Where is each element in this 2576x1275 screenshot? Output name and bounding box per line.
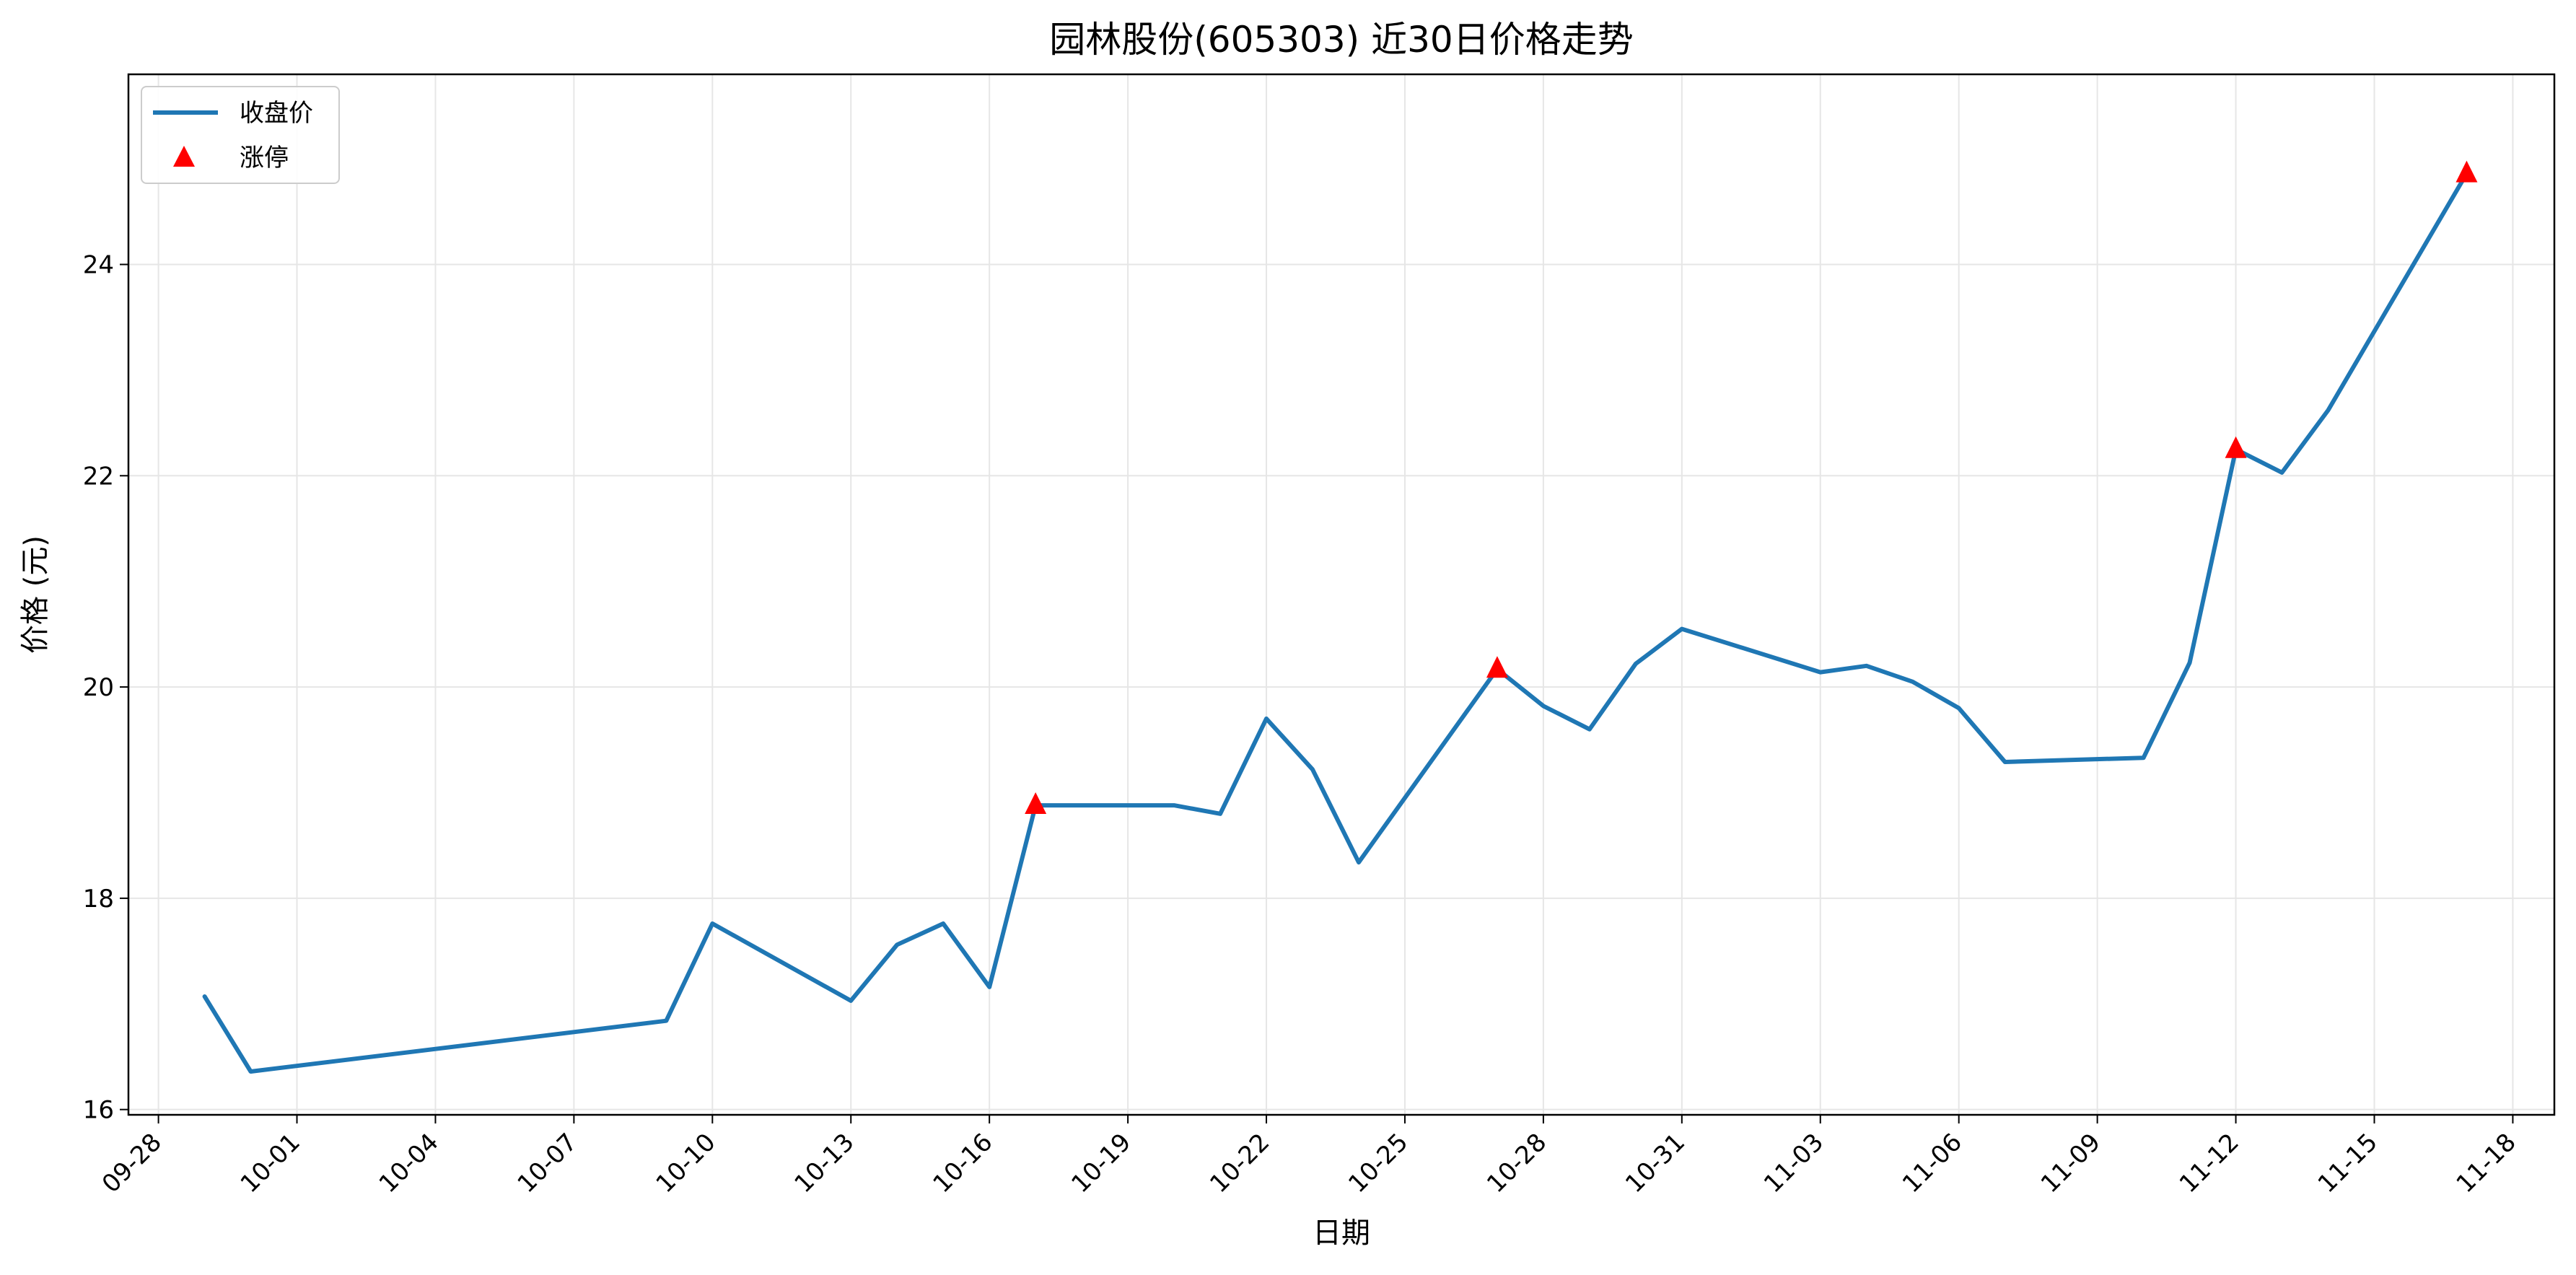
limit-up-marker	[2225, 436, 2247, 458]
chart-title: 园林股份(605303) 近30日价格走势	[1049, 19, 1633, 61]
x-axis-title: 日期	[1313, 1217, 1370, 1250]
legend: 收盘价 涨停	[141, 86, 340, 184]
limit-up-marker	[1025, 792, 1047, 815]
plot-frame	[127, 73, 2556, 1116]
y-tick-label: 18	[83, 885, 114, 913]
series-layer	[202, 160, 2478, 1074]
legend-triangle-swatch	[173, 146, 195, 167]
y-tick-label: 24	[83, 251, 114, 280]
limit-up-marker	[2455, 160, 2478, 183]
limit-up-marker	[1486, 656, 1508, 678]
grid	[128, 74, 2554, 1115]
legend-label-close: 收盘价	[240, 99, 313, 128]
close-price-line	[202, 171, 2469, 1074]
y-tick-label: 20	[83, 673, 114, 702]
y-axis-title: 价格 (元)	[19, 535, 52, 654]
y-tick-label: 22	[83, 462, 114, 491]
y-tick-label: 16	[83, 1096, 114, 1125]
legend-label-limit-up: 涨停	[240, 144, 289, 172]
